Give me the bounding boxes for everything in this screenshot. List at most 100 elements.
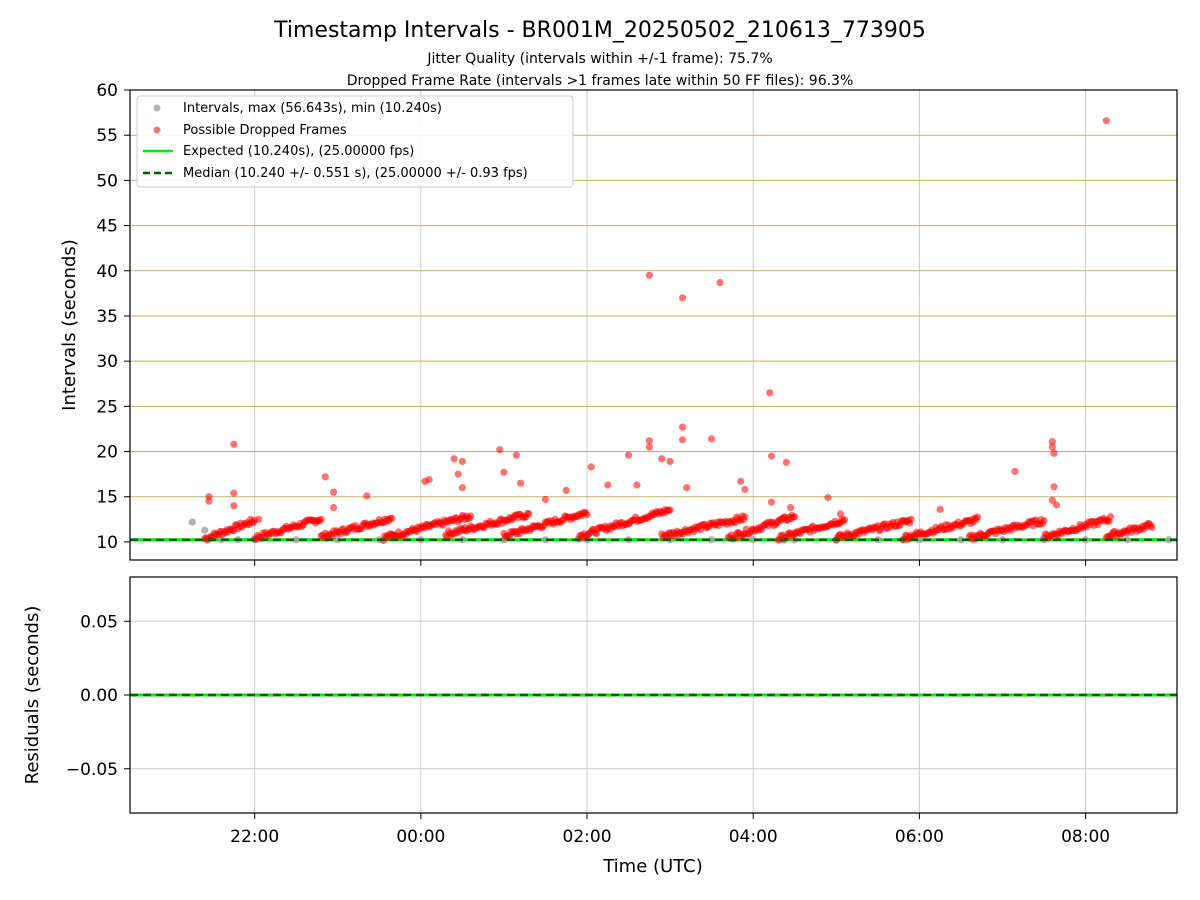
interval-point — [1165, 536, 1173, 544]
intervals-y-tick-label: 55 — [96, 126, 118, 146]
interval-point — [1123, 536, 1131, 544]
intervals-x-ticks — [254, 560, 1087, 566]
legend-median-label: Median (10.240 +/- 0.551 s), (25.00000 +… — [183, 166, 528, 181]
dropped-frame-point — [500, 468, 508, 476]
x-tick-label: 08:00 — [1061, 827, 1110, 847]
dropped-frame-point — [666, 506, 674, 514]
intervals-plot-frame — [129, 89, 1178, 561]
dropped-frame-point — [541, 495, 550, 504]
interval-point — [292, 536, 300, 544]
dropped-frame-point — [604, 481, 612, 489]
chart-title: Timestamp Intervals - BR001M_20250502_21… — [273, 18, 926, 43]
residuals-y-tick-label: 0.00 — [80, 686, 118, 706]
dropped-frame-point — [708, 435, 716, 443]
dropped-frame-point — [1050, 483, 1058, 491]
dropped-frame-point — [458, 457, 466, 466]
dropped-frame-point — [230, 489, 238, 497]
interval-point — [915, 536, 924, 544]
dropped-frame-point — [766, 389, 774, 397]
legend: Intervals, max (56.643s), min (10.240s) … — [136, 95, 574, 188]
x-axis-label: Time (UTC) — [602, 856, 703, 877]
intervals-y-tick-label: 45 — [96, 217, 118, 237]
legend-dropped-marker — [153, 126, 161, 134]
dropped-frame-point — [787, 503, 795, 512]
chart-subtitle-dropped: Dropped Frame Rate (intervals >1 frames … — [347, 73, 854, 89]
interval-point — [334, 536, 342, 544]
dropped-frame-point — [645, 271, 653, 279]
dropped-frame-point — [678, 423, 687, 431]
dropped-frames-points — [201, 117, 1156, 545]
dropped-frame-point — [458, 484, 466, 492]
dropped-frame-point — [1011, 467, 1019, 476]
dropped-frame-point — [562, 486, 570, 495]
dropped-frame-point — [516, 479, 525, 487]
dropped-frame-point — [645, 437, 653, 445]
dropped-frame-point — [841, 516, 849, 524]
intervals-y-axis-label: Intervals (seconds) — [59, 239, 80, 411]
interval-point — [708, 536, 716, 544]
dropped-frame-point — [450, 455, 458, 463]
dropped-frame-point — [525, 510, 533, 518]
dropped-frame-point — [1050, 449, 1058, 457]
intervals-y-tick-label: 30 — [96, 352, 118, 372]
x-tick-label: 02:00 — [563, 827, 612, 847]
legend-intervals-label: Intervals, max (56.643s), min (10.240s) — [183, 101, 442, 116]
dropped-frame-point — [658, 455, 666, 463]
intervals-y-tick-label: 35 — [96, 307, 118, 327]
dropped-frame-point — [230, 440, 238, 448]
dropped-frame-point — [1106, 513, 1115, 521]
dropped-frame-point — [1048, 443, 1056, 451]
residuals-plot: −0.05 0.00 0.05 22:00 00:00 02:00 04:00 06:00 0… — [22, 576, 1178, 877]
intervals-y-tick-label: 15 — [96, 488, 118, 508]
dropped-frame-point — [255, 515, 263, 523]
dropped-frame-point — [329, 488, 338, 496]
x-tick-label: 00:00 — [396, 827, 445, 847]
dropped-frame-point — [425, 475, 433, 484]
dropped-frame-point — [205, 497, 213, 505]
dropped-frame-point — [587, 463, 595, 471]
dropped-frame-point — [683, 484, 691, 492]
dropped-frame-point — [645, 443, 653, 451]
intervals-y-tick-label: 10 — [96, 533, 118, 553]
dropped-frame-point — [317, 515, 325, 523]
intervals-plot: 10 15 20 25 30 35 40 45 50 55 60 Intervals (second… — [59, 81, 1178, 566]
dropped-frame-point — [824, 494, 832, 502]
dropped-frame-point — [716, 278, 724, 287]
interval-point — [188, 518, 196, 526]
legend-intervals-marker — [153, 104, 161, 112]
dropped-frame-point — [907, 515, 915, 523]
legend-dropped-label: Possible Dropped Frames — [183, 123, 347, 138]
dropped-frame-point — [388, 514, 396, 522]
intervals-y-ticks: 10 15 20 25 30 35 40 45 50 55 60 — [96, 81, 130, 553]
dropped-frame-point — [363, 492, 371, 500]
dropped-frame-point — [737, 477, 745, 485]
dropped-frame-point — [791, 513, 799, 521]
dropped-frame-point — [1102, 117, 1110, 125]
residuals-y-axis-label: Residuals (seconds) — [22, 606, 43, 785]
dropped-frame-point — [936, 505, 944, 513]
intervals-y-tick-label: 25 — [96, 397, 118, 417]
dropped-frame-point — [496, 446, 504, 454]
x-tick-label: 06:00 — [895, 827, 944, 847]
dropped-frame-point — [583, 511, 591, 519]
dropped-frame-point — [512, 451, 520, 459]
dropped-frame-point — [230, 502, 238, 510]
dropped-frame-point — [1148, 523, 1156, 532]
intervals-y-tick-label: 20 — [96, 443, 118, 463]
dropped-frame-point — [782, 458, 791, 466]
interval-point — [201, 526, 209, 534]
dropped-frame-point — [329, 503, 338, 512]
legend-expected-label: Expected (10.240s), (25.00000 fps) — [183, 144, 414, 159]
dropped-frame-point — [741, 513, 749, 521]
interval-point — [541, 536, 550, 544]
residuals-y-tick-label: 0.05 — [80, 612, 118, 632]
dropped-frame-point — [767, 452, 776, 460]
residuals-y-tick-label: −0.05 — [66, 760, 118, 780]
dropped-frame-point — [633, 481, 641, 489]
dropped-frame-point — [1040, 517, 1048, 525]
residuals-x-ticks: 22:00 00:00 02:00 04:00 06:00 08:00 — [230, 813, 1110, 847]
interval-point — [749, 536, 757, 544]
intervals-y-tick-label: 60 — [96, 81, 118, 101]
residuals-y-ticks: −0.05 0.00 0.05 — [66, 612, 130, 780]
